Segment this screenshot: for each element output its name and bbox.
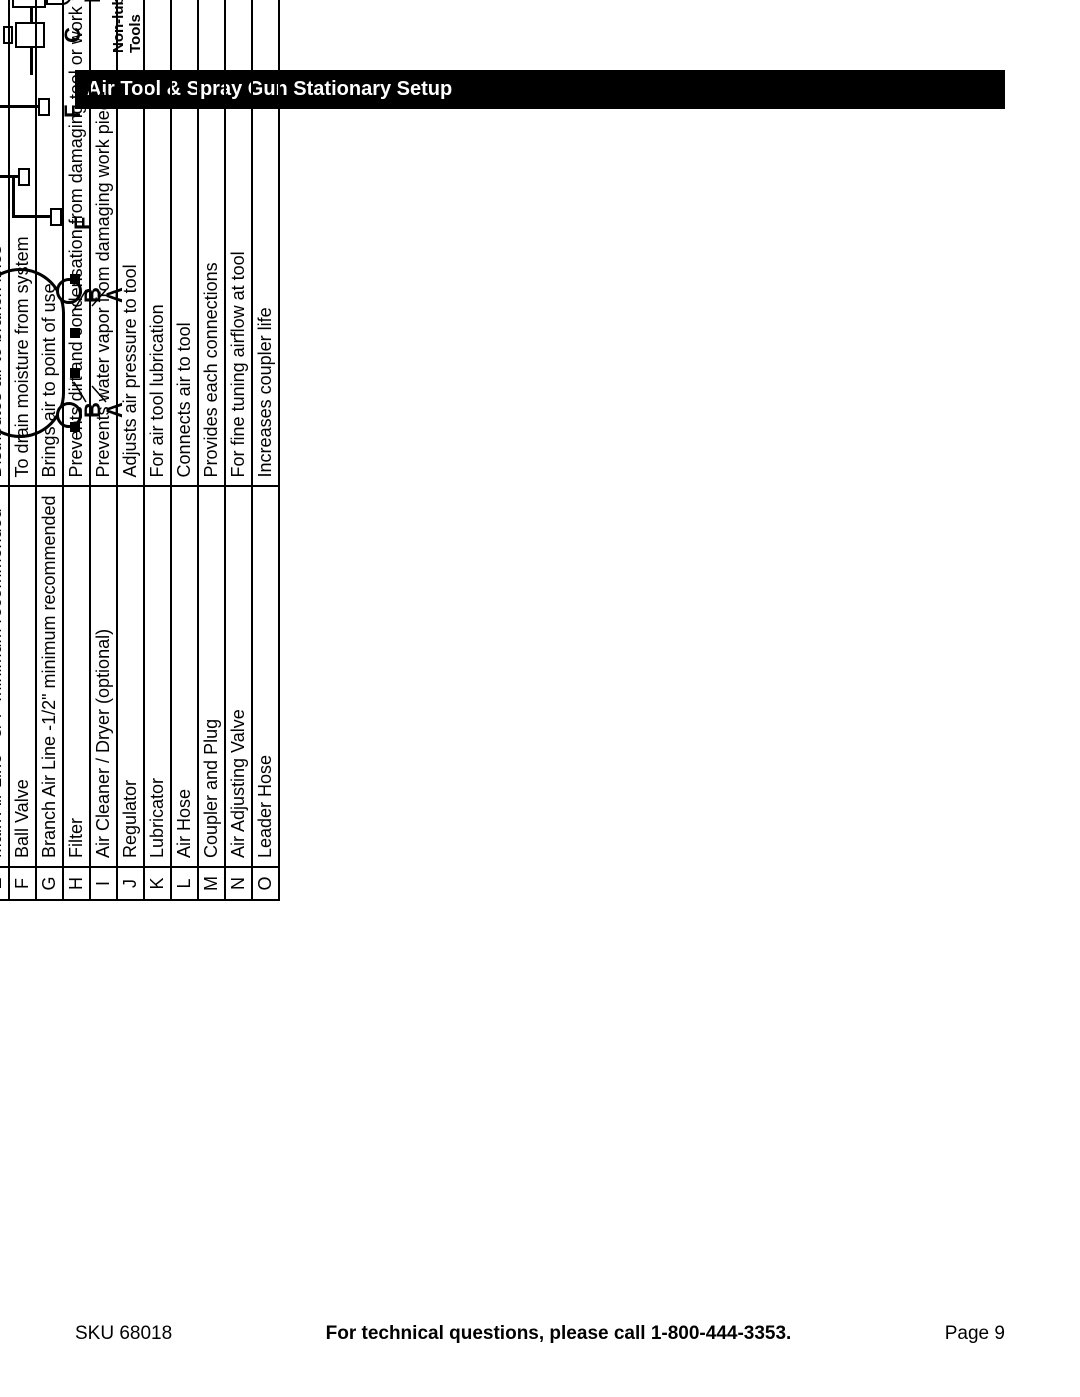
- row-desc: Ball Valve: [9, 486, 36, 867]
- row-key: K: [144, 867, 171, 900]
- table-row: FBall ValveTo drain moisture from system: [9, 0, 36, 900]
- row-key: I: [90, 867, 117, 900]
- row-key: M: [198, 867, 225, 900]
- row-desc: Main Air Line - 3/4" minimum recommended: [0, 486, 9, 867]
- row-func: Prevents dirt and condensation from dama…: [63, 0, 90, 486]
- table-row: JRegulatorAdjusts air pressure to tool: [117, 0, 144, 900]
- table-row: LAir HoseConnects air to tool: [171, 0, 198, 900]
- row-func: Brings air to point of use: [36, 0, 63, 486]
- row-key: L: [171, 867, 198, 900]
- table-row: OLeader HoseIncreases coupler life: [252, 0, 279, 900]
- sku-text: SKU 68018: [75, 1323, 172, 1345]
- table-row: KLubricatorFor air tool lubrication: [144, 0, 171, 900]
- table-row: IAir Cleaner / Dryer (optional)Prevents …: [90, 0, 117, 900]
- table-row: EMain Air Line - 3/4" minimum recommende…: [0, 0, 9, 900]
- page-number: Page 9: [945, 1323, 1005, 1345]
- row-key: G: [36, 867, 63, 900]
- row-desc: Leader Hose: [252, 486, 279, 867]
- row-key: F: [9, 867, 36, 900]
- row-key: E: [0, 867, 9, 900]
- parts-table-area: Description Function AVibration PadsFor …: [0, 0, 325, 901]
- table-row: MCoupler and PlugProvides each connectio…: [198, 0, 225, 900]
- row-func: For air tool lubrication: [144, 0, 171, 486]
- row-func: Increases coupler life: [252, 0, 279, 486]
- row-func: Provides each connections: [198, 0, 225, 486]
- table-row: NAir Adjusting ValveFor fine tuning airf…: [225, 0, 252, 900]
- page-footer: SKU 68018 For technical questions, pleas…: [75, 1323, 1005, 1345]
- parts-table: Description Function AVibration PadsFor …: [0, 0, 280, 901]
- table-row: GBranch Air Line -1/2" minimum recommend…: [36, 0, 63, 900]
- table-row: HFilterPrevents dirt and condensation fr…: [63, 0, 90, 900]
- row-desc: Air Hose: [171, 486, 198, 867]
- row-key: O: [252, 867, 279, 900]
- row-desc: Coupler and Plug: [198, 486, 225, 867]
- row-desc: Lubricator: [144, 486, 171, 867]
- row-func: Distributes air to branch lines: [0, 0, 9, 486]
- row-desc: Filter: [63, 486, 90, 867]
- row-desc: Air Adjusting Valve: [225, 486, 252, 867]
- row-func: Prevents water vapor from damaging work …: [90, 0, 117, 486]
- row-func: Connects air to tool: [171, 0, 198, 486]
- row-func: Adjusts air pressure to tool: [117, 0, 144, 486]
- row-desc: Branch Air Line -1/2" minimum recommende…: [36, 486, 63, 867]
- row-func: For fine tuning airflow at tool: [225, 0, 252, 486]
- row-key: N: [225, 867, 252, 900]
- help-text: For technical questions, please call 1-8…: [326, 1323, 792, 1345]
- content-row: Slope F: [75, 123, 1005, 1173]
- row-key: J: [117, 867, 144, 900]
- row-func: To drain moisture from system: [9, 0, 36, 486]
- row-desc: Regulator: [117, 486, 144, 867]
- row-desc: Air Cleaner / Dryer (optional): [90, 486, 117, 867]
- row-key: H: [63, 867, 90, 900]
